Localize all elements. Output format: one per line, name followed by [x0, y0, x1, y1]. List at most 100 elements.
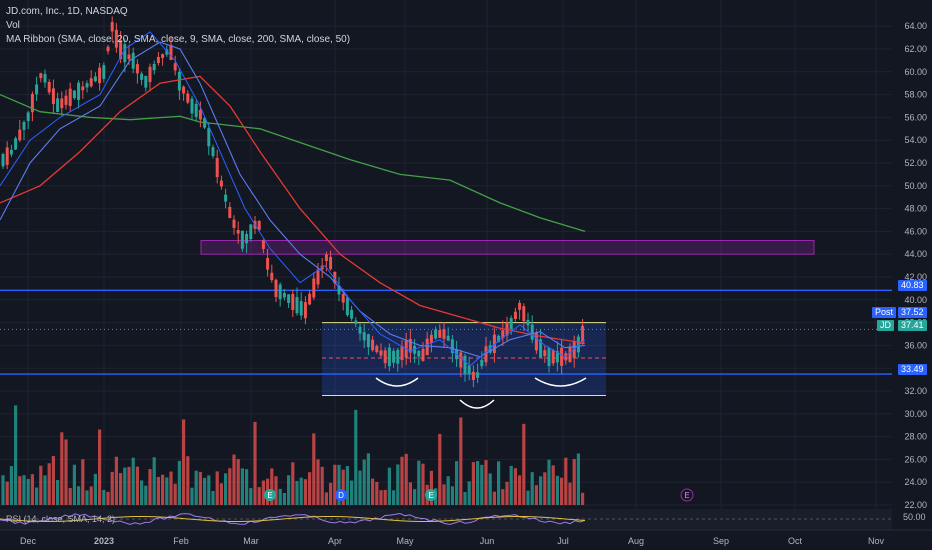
volume-legend[interactable]: Vol	[6, 20, 20, 31]
volume-bar	[488, 473, 492, 505]
candle-body	[308, 293, 312, 305]
candle-body	[345, 297, 349, 316]
candle-body	[224, 194, 228, 202]
volume-bar	[560, 477, 564, 505]
volume-bar	[551, 465, 555, 505]
candle-body	[547, 347, 551, 367]
candle-body	[366, 334, 370, 348]
volume-bar	[345, 466, 349, 505]
jd-value-tag: 37.41	[898, 320, 927, 331]
volume-bar	[568, 482, 572, 505]
volume-bar	[308, 472, 312, 505]
candle-body	[270, 272, 274, 281]
event-marker-label: E	[267, 491, 272, 500]
volume-bar	[156, 476, 160, 505]
chart-legend: JD.com, Inc., 1D, NASDAQ Vol MA Ribbon (…	[6, 5, 350, 47]
volume-bar	[366, 453, 370, 505]
volume-bar	[165, 477, 169, 505]
candle-body	[446, 335, 450, 341]
volume-bar	[543, 472, 547, 505]
candle-body	[425, 338, 429, 356]
y-tick-label: 30.00	[904, 409, 927, 419]
y-tick-label: 46.00	[904, 226, 927, 236]
candle-body	[232, 219, 236, 228]
volume-bar	[211, 490, 215, 505]
candle-body	[39, 73, 43, 79]
candle-body	[135, 64, 139, 74]
volume-bar	[375, 481, 379, 505]
jd-tag: JD	[877, 320, 894, 331]
volume-bar	[186, 456, 190, 505]
candle-body	[261, 240, 265, 249]
candle-body	[501, 330, 505, 339]
candle-body	[30, 93, 34, 113]
volume-bar	[215, 471, 219, 505]
candle-body	[316, 269, 320, 285]
candle-body	[299, 301, 303, 316]
candle-body	[26, 112, 30, 122]
volume-bar	[572, 458, 576, 505]
volume-bar	[291, 462, 295, 505]
candle-body	[14, 138, 18, 150]
candle-body	[169, 44, 173, 60]
volume-bar	[282, 492, 286, 505]
volume-bar	[228, 468, 232, 505]
rsi-line	[0, 513, 586, 525]
candle-body	[287, 294, 291, 303]
candle-body	[236, 230, 240, 234]
support-price-tag: 33.49	[898, 364, 927, 375]
candle-body	[421, 348, 425, 361]
volume-bar	[333, 464, 337, 505]
candle-body	[194, 103, 198, 117]
candle-body	[295, 297, 299, 314]
volume-bar	[484, 460, 488, 505]
candle-body	[505, 322, 509, 336]
volume-bar	[64, 439, 68, 505]
candle-body	[102, 65, 106, 79]
candle-body	[249, 224, 253, 240]
candle-body	[371, 339, 375, 351]
volume-bar	[26, 478, 30, 505]
volume-bar	[240, 468, 244, 505]
volume-bar	[85, 490, 89, 505]
candle-body	[68, 88, 72, 106]
volume-bar	[459, 417, 463, 505]
y-tick-label: 36.00	[904, 340, 927, 350]
volume-bar	[261, 480, 265, 505]
x-tick-label: 2023	[94, 536, 114, 546]
volume-bar	[9, 466, 13, 505]
symbol-title[interactable]: JD.com, Inc., 1D, NASDAQ	[6, 6, 128, 17]
candle-body	[98, 67, 102, 84]
candle-body	[392, 350, 396, 363]
volume-bar	[337, 464, 341, 505]
volume-bar	[341, 469, 345, 505]
candle-body	[509, 317, 513, 330]
volume-bar	[287, 475, 291, 505]
volume-bar	[324, 492, 328, 505]
volume-bar	[60, 432, 64, 505]
volume-bar	[249, 488, 253, 505]
rsi-legend[interactable]: RSI (14, close, SMA, 14, 2)	[6, 514, 116, 524]
volume-bar	[547, 459, 551, 505]
volume-bar	[501, 489, 505, 505]
volume-bar	[509, 465, 513, 505]
volume-bar	[413, 489, 417, 505]
candle-body	[123, 44, 127, 63]
volume-bar	[182, 419, 186, 505]
volume-bar	[39, 465, 43, 505]
candle-body	[114, 29, 118, 48]
volume-bar	[102, 489, 106, 505]
volume-bar	[421, 463, 425, 505]
candle-body	[47, 81, 51, 93]
ma-ribbon-legend[interactable]: MA Ribbon (SMA, close, 20, SMA, close, 9…	[6, 34, 351, 45]
earnings-marker-icon	[335, 489, 347, 501]
earnings-marker-icon	[264, 489, 276, 501]
x-tick-label: Feb	[173, 536, 189, 546]
volume-bar	[173, 483, 177, 505]
candle-body	[51, 88, 55, 104]
volume-bar	[497, 461, 501, 505]
volume-bar	[177, 460, 181, 505]
earnings-marker-icon	[425, 489, 437, 501]
volume-bar	[194, 470, 198, 505]
